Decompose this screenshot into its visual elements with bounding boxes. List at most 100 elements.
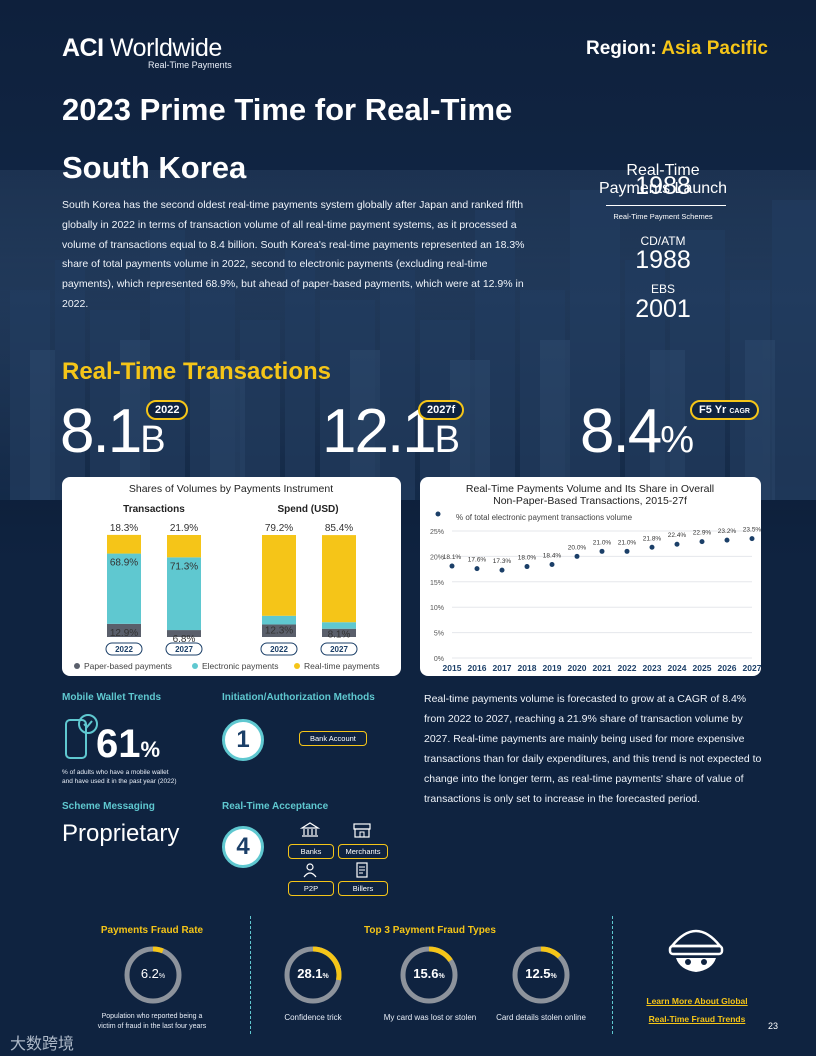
stat-2022-volume: 8.1B [60,397,166,466]
volume-share-scatter-chart: Real-Time Payments Volume and Its Share … [430,483,762,673]
page-title: 2023 Prime Time for Real-Time [62,92,513,127]
chart2-xtick-label: 2026 [718,663,737,673]
ring-progress [312,946,342,981]
watermark: 大数跨境 [10,1036,75,1053]
chart2-ytick-label: 25% [430,529,444,536]
logo-subtitle: Real-Time Payments [148,60,232,70]
init-methods-title: Initiation/Authorization Methods [222,692,375,703]
chart2-point-label: 21.8% [643,535,662,542]
chart1-bar-segment [107,623,141,637]
chart2-legend-label: % of total electronic payment transactio… [456,513,633,522]
sidebar-divider [606,205,726,206]
chart2-title-line1: Real-Time Payments Volume and Its Share … [466,483,714,495]
fraud-type-value-2: 15.6% [413,966,445,981]
bank-icon [300,822,320,837]
acceptance-tag-billers: Billers [338,881,388,896]
chart1-value-label: 71.3% [170,561,198,572]
chart2-point-label: 17.3% [493,558,512,565]
mobile-wallet-caption: % of adults who have a mobile wallet and … [62,769,177,785]
chart2-point [474,566,480,572]
fraud-type-label-2: My card was lost or stolen [383,1013,477,1022]
chart1-legend-label: Real-time payments [304,661,380,671]
badge-2022: 2022 [146,400,189,420]
chart1-category-pill [165,642,203,656]
acceptance-count: 4 [222,826,264,868]
badge-cagr: F5 Yr CAGR [690,400,759,420]
chart2-point-label: 22.4% [668,532,687,539]
launch-year: 1988 [635,172,691,200]
acceptance-tag-p2p: P2P [288,881,334,896]
chart1-group-label: Spend (USD) [277,504,338,515]
fraud-types-title: Top 3 Payment Fraud Types [364,925,496,936]
chart2-ytick-label: 20% [430,554,444,561]
fraud-type-ring-1 [284,946,342,1004]
volume-share-chart-card: Real-Time Payments Volume and Its Share … [420,477,762,676]
person-icon [303,863,317,878]
chart2-point-label: 18.4% [543,553,562,560]
chart1-title: Shares of Volumes by Payments Instrument [129,483,333,495]
chart1-value-label: 68.9% [110,558,138,569]
chart2-point-label: 18.0% [518,555,537,562]
aci-logo: ACI Worldwide [62,34,222,62]
chart1-category-label: 2022 [270,645,288,654]
acceptance-tag-merchants: Merchants [338,844,388,859]
chart1-bar-segment [322,628,356,637]
chart1-category-pill [105,642,143,656]
chart1-category-label: 2022 [115,645,133,654]
shares-stacked-bar-chart: Shares of Volumes by Payments Instrument… [74,483,380,671]
page-number: 23 [768,1021,779,1031]
chart1-value-label: 12.3% [265,625,293,636]
chart2-title-line2: Non-Paper-Based Transactions, 2015-27f [493,495,687,507]
chart2-xtick-label: 2016 [468,663,487,673]
city-skyline-illustration [0,170,816,500]
badge-2027f: 2027f [418,400,465,420]
chart2-xtick-label: 2027 [743,663,761,673]
fraud-rate-value: 6.2% [140,966,166,981]
chart2-point [724,537,730,543]
chart1-bar-segment [107,534,141,554]
chart2-point [599,548,605,554]
chart1-bar-segment [262,615,296,625]
fraud-trends-link[interactable]: Learn More About Global Real-Time Fraud T… [646,996,748,1024]
chart2-point-label: 18.1% [443,554,462,561]
storefront-icon [353,823,371,838]
chart1-bar-segment [167,557,201,631]
fraud-type-ring-2 [400,946,458,1004]
fraud-rate-title: Payments Fraud Rate [100,925,204,936]
mobile-wallet-title: Mobile Wallet Trends [62,692,162,703]
chart2-point-label: 21.0% [618,539,637,546]
chart1-category-label: 2027 [175,645,193,654]
chart1-legend-label: Paper-based payments [84,661,172,671]
scheme1-year: 1988 [635,246,691,274]
chart1-value-label: 21.9% [170,523,198,534]
chart1-bar-segment [262,535,296,616]
chart1-value-label: 12.9% [110,628,138,639]
chart2-xtick-label: 2024 [668,663,687,673]
chart2-point-label: 20.0% [568,544,587,551]
chart1-value-label: 6.8% [173,634,196,645]
chart2-xtick-label: 2020 [568,663,587,673]
forecast-paragraph: Real-time payments volume is forecasted … [424,693,762,805]
scheme2-year: 2001 [635,295,691,323]
region-value: Asia Pacific [661,38,768,59]
chart1-value-label: 8.1% [328,630,351,641]
stat-2027-volume: 12.1B [322,397,461,466]
chart2-point-label: 21.0% [593,539,612,546]
chart1-bar-segment [262,624,296,637]
chart1-legend-swatch [74,663,80,669]
divider-2 [612,916,613,1034]
chart2-xtick-label: 2018 [518,663,537,673]
section-title-transactions: Real-Time Transactions [62,358,331,385]
region-label: Region: Asia Pacific [586,38,768,59]
fraud-rate-caption: Population who reported being a victim of… [97,1013,207,1030]
mobile-wallet-value: 61% [96,722,161,766]
chart2-point [699,539,705,545]
chart1-bar-segment [167,630,201,637]
scheme-messaging-value: Proprietary [62,820,180,847]
chart2-xtick-label: 2015 [443,663,462,673]
intro-paragraph: South Korea has the second oldest real-t… [62,199,525,310]
fraud-type-ring-3 [512,946,570,1004]
chart1-bar-segment [322,535,356,623]
fraud-type-label-1: Confidence trick [284,1013,342,1022]
